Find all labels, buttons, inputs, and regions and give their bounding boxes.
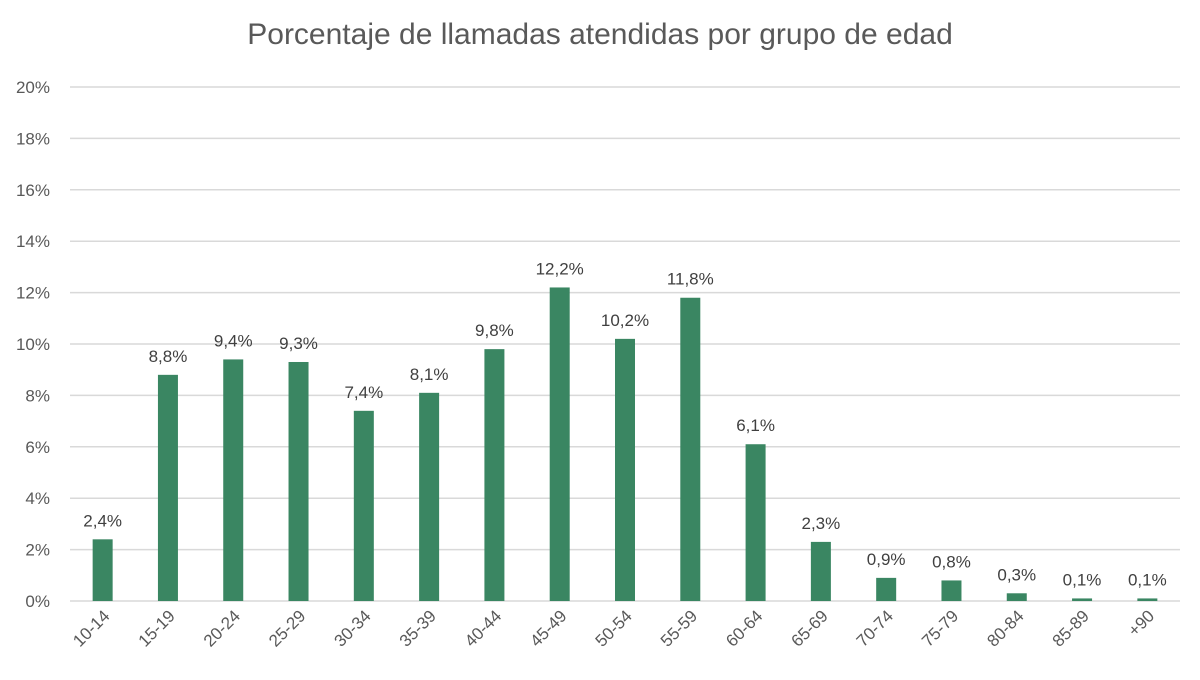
- x-tick-label: 70-74: [853, 606, 897, 650]
- data-label: 6,1%: [736, 416, 775, 435]
- bar-30-34: [353, 410, 374, 601]
- bar-25-29: [288, 361, 309, 601]
- x-tick-label: +90: [1124, 606, 1158, 640]
- data-label: 10,2%: [601, 311, 649, 330]
- bar-60-64: [745, 444, 766, 601]
- data-label: 9,3%: [279, 334, 318, 353]
- bar-65-69: [810, 541, 831, 601]
- bar-+90: [1137, 598, 1158, 601]
- bar-75-79: [941, 580, 962, 601]
- x-tick-label: 60-64: [722, 606, 766, 650]
- x-tick-label: 10-14: [69, 606, 113, 650]
- y-axis-ticks: 0% 2% 4% 6% 8% 10% 12% 14% 16% 18% 20%: [16, 78, 50, 611]
- bars: [92, 287, 1158, 601]
- data-label: 12,2%: [536, 259, 584, 278]
- data-labels: 2,4% 8,8% 9,4% 9,3% 7,4% 8,1% 9,8% 12,2% 10,2% 11…: [83, 259, 1166, 589]
- y-tick-label: 2%: [25, 541, 50, 560]
- data-label: 2,3%: [802, 514, 841, 533]
- data-label: 0,1%: [1063, 570, 1102, 589]
- data-label: 0,9%: [867, 550, 906, 569]
- x-tick-label: 65-69: [788, 606, 832, 650]
- data-label: 2,4%: [83, 511, 122, 530]
- y-tick-label: 14%: [16, 232, 50, 251]
- bar-85-89: [1072, 598, 1093, 601]
- data-label: 8,8%: [149, 347, 188, 366]
- y-tick-label: 6%: [25, 438, 50, 457]
- data-label: 7,4%: [344, 383, 383, 402]
- data-label: 11,8%: [667, 270, 714, 289]
- x-tick-label: 80-84: [983, 606, 1027, 650]
- x-tick-label: 30-34: [330, 606, 374, 650]
- data-label: 0,8%: [932, 552, 971, 571]
- data-label: 0,1%: [1128, 570, 1167, 589]
- bar-15-19: [157, 374, 178, 601]
- x-axis-ticks: 10-14 15-19 20-24 25-29 30-34 35-39 40-44 45-49…: [69, 606, 1158, 650]
- x-tick-label: 40-44: [461, 606, 505, 650]
- bar-20-24: [223, 359, 244, 601]
- x-tick-label: 20-24: [200, 606, 244, 650]
- data-label: 0,3%: [997, 565, 1036, 584]
- bar-45-49: [549, 287, 570, 601]
- x-tick-label: 50-54: [592, 606, 636, 650]
- y-tick-label: 16%: [16, 181, 50, 200]
- data-label: 8,1%: [410, 365, 449, 384]
- bar-80-84: [1006, 593, 1027, 601]
- y-tick-label: 0%: [25, 592, 50, 611]
- bar-10-14: [92, 539, 113, 601]
- bar-35-39: [419, 392, 440, 601]
- x-tick-label: 25-29: [265, 606, 309, 650]
- x-tick-label: 15-19: [135, 606, 179, 650]
- chart-title: Porcentaje de llamadas atendidas por gru…: [247, 18, 953, 51]
- bar-70-74: [876, 577, 897, 601]
- bar-55-59: [680, 297, 701, 601]
- data-label: 9,4%: [214, 331, 253, 350]
- bar-50-54: [615, 338, 635, 601]
- y-tick-label: 12%: [16, 284, 50, 303]
- y-tick-label: 10%: [16, 335, 50, 354]
- x-tick-label: 55-59: [657, 606, 701, 650]
- y-tick-label: 20%: [16, 78, 50, 97]
- x-tick-label: 75-79: [918, 606, 962, 650]
- y-tick-label: 4%: [25, 489, 50, 508]
- x-tick-label: 45-49: [526, 606, 570, 650]
- y-tick-label: 8%: [25, 386, 50, 405]
- bar-40-44: [484, 349, 505, 601]
- y-tick-label: 18%: [16, 129, 50, 148]
- data-label: 9,8%: [475, 321, 514, 340]
- x-tick-label: 35-39: [396, 606, 440, 650]
- x-tick-label: 85-89: [1049, 606, 1093, 650]
